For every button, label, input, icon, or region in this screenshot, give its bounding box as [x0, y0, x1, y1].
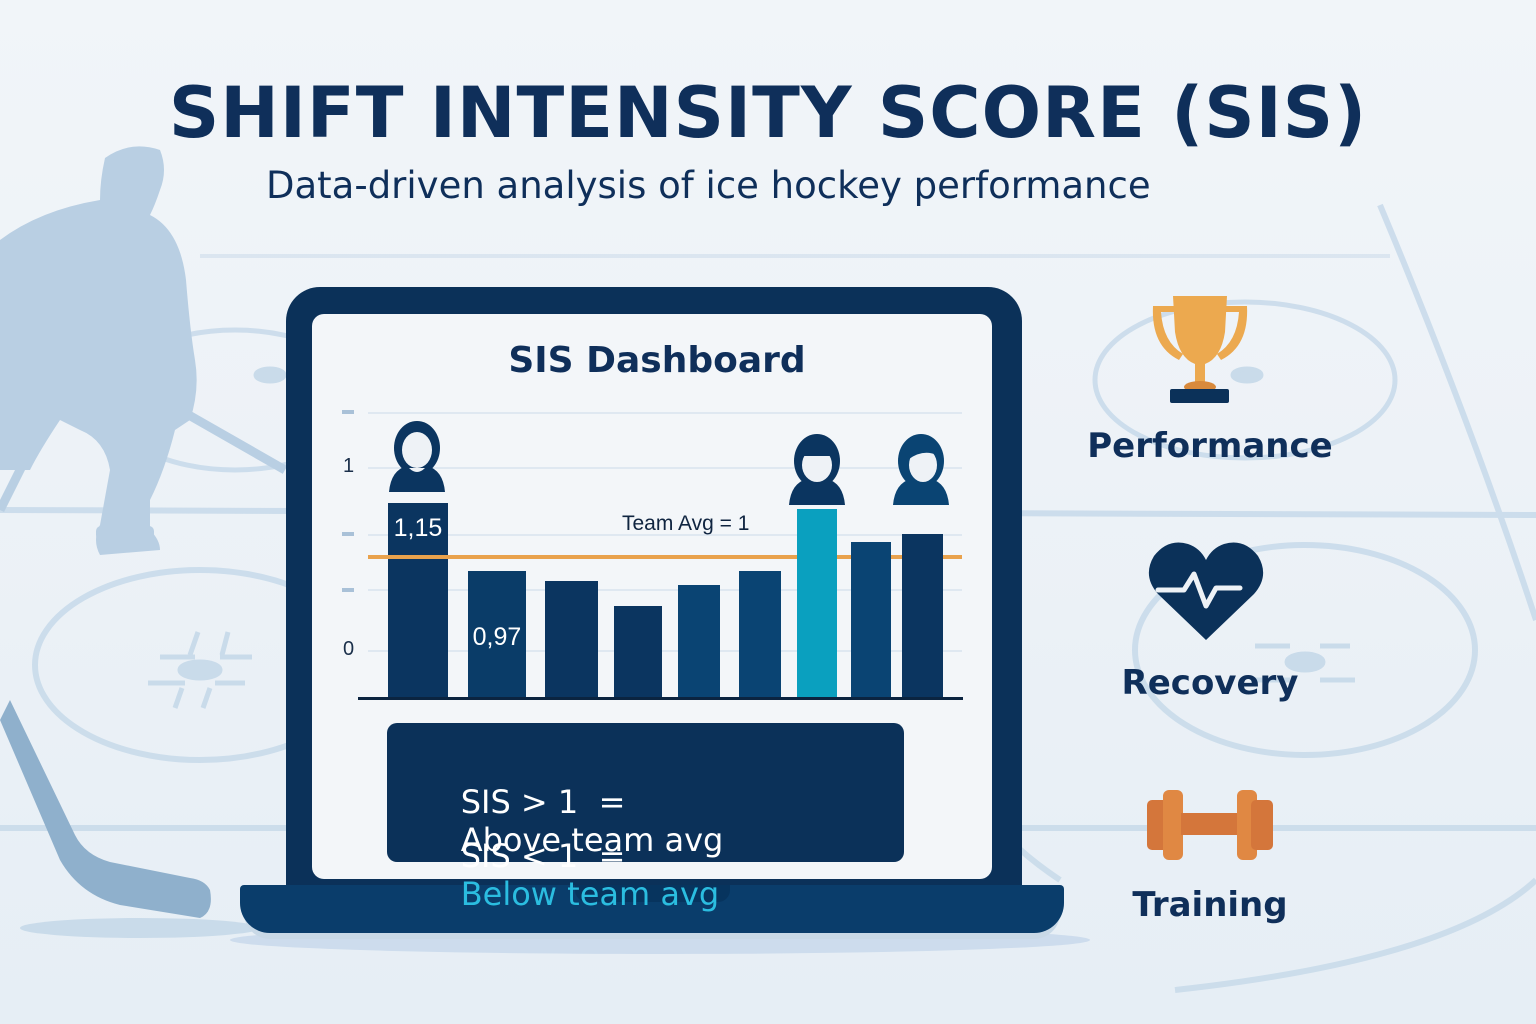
- bar-p3[interactable]: [545, 581, 598, 698]
- y-tick-mark: [342, 588, 354, 592]
- player-avatar-icon: [389, 421, 445, 492]
- x-axis-baseline: [358, 697, 963, 700]
- legend-condition: SIS > 1 =: [460, 783, 626, 821]
- legend-row-below: SIS < 1 = Below team avg: [420, 799, 720, 951]
- bar-p1[interactable]: [388, 503, 448, 698]
- page-subtitle: Data-driven analysis of ice hockey perfo…: [266, 164, 1151, 207]
- side-label-training: Training: [1132, 885, 1288, 925]
- gridline: [368, 534, 962, 536]
- y-tick-mark: [342, 410, 354, 414]
- bar-value-label: 1,15: [393, 514, 443, 542]
- gridline: [368, 467, 962, 469]
- player-avatar-icon: [893, 434, 949, 505]
- legend-meaning: Above team avg: [460, 821, 724, 859]
- heart-pulse-icon: [1148, 542, 1264, 640]
- laptop-notch: [575, 885, 730, 902]
- bar-value-label: 0,97: [472, 623, 522, 651]
- bar-p8[interactable]: [851, 542, 891, 698]
- page-title: SHIFT INTENSITY SCORE (SIS): [168, 72, 1368, 154]
- side-label-recovery: Recovery: [1121, 663, 1299, 703]
- y-tick-label: 1: [343, 455, 355, 477]
- y-tick-mark: [342, 532, 354, 536]
- legend-meaning: Below team avg: [460, 875, 720, 913]
- side-label-performance: Performance: [1087, 426, 1333, 466]
- dumbbell-icon: [1147, 790, 1273, 860]
- gridline: [368, 589, 962, 591]
- bar-p5[interactable]: [678, 585, 720, 698]
- bar-p9[interactable]: [902, 534, 943, 698]
- gridline: [368, 412, 962, 414]
- sis-legend: [387, 723, 904, 862]
- bar-p6[interactable]: [739, 571, 781, 698]
- y-tick-label: 0: [343, 638, 355, 660]
- bar-p4[interactable]: [614, 606, 662, 698]
- dashboard-title: SIS Dashboard: [508, 340, 806, 381]
- player-avatar-icon: [789, 434, 845, 505]
- bar-p7-highlight[interactable]: [797, 509, 837, 698]
- team-average-label: Team Avg = 1: [622, 512, 750, 535]
- gridline: [368, 650, 962, 652]
- bar-p2[interactable]: [468, 571, 526, 698]
- legend-row-above: SIS > 1 = Above team avg: [420, 745, 724, 897]
- trophy-icon: [1152, 296, 1248, 403]
- legend-condition: SIS < 1 =: [460, 837, 626, 875]
- team-average-line: [368, 555, 962, 559]
